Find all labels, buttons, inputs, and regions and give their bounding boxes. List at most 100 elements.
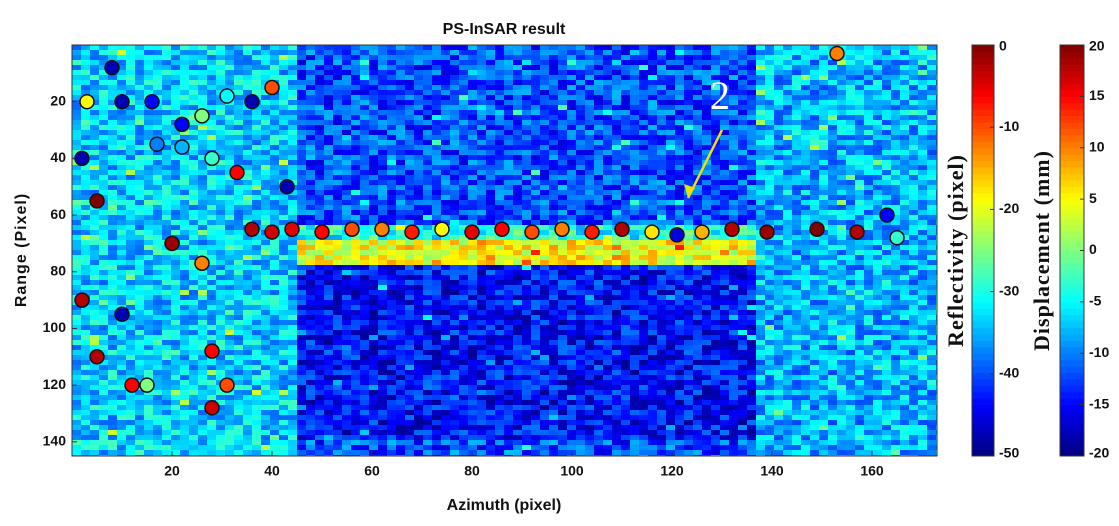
- background-cell: [108, 235, 118, 241]
- background-cell: [315, 75, 325, 81]
- background-cell: [702, 195, 712, 201]
- background-cell: [540, 240, 550, 246]
- background-cell: [405, 85, 415, 91]
- background-cell: [909, 115, 919, 121]
- background-cell: [828, 130, 838, 136]
- background-cell: [486, 285, 496, 291]
- background-cell: [756, 45, 766, 51]
- background-cell: [279, 240, 289, 246]
- background-cell: [675, 115, 685, 121]
- background-cell: [666, 95, 676, 101]
- background-cell: [738, 295, 748, 301]
- background-cell: [576, 150, 586, 156]
- background-cell: [495, 160, 505, 166]
- background-cell: [675, 120, 685, 126]
- background-cell: [594, 65, 604, 71]
- background-cell: [297, 115, 307, 121]
- background-cell: [135, 50, 145, 56]
- background-cell: [396, 90, 406, 96]
- background-cell: [846, 90, 856, 96]
- background-cell: [360, 190, 370, 196]
- background-cell: [180, 280, 190, 286]
- background-cell: [594, 140, 604, 146]
- background-cell: [819, 45, 829, 51]
- background-cell: [549, 250, 559, 256]
- background-cell: [441, 165, 451, 171]
- background-cell: [855, 125, 865, 131]
- background-cell: [540, 195, 550, 201]
- background-cell: [252, 110, 262, 116]
- background-cell: [387, 75, 397, 81]
- background-cell: [315, 155, 325, 161]
- background-cell: [234, 215, 244, 221]
- background-cell: [432, 250, 442, 256]
- background-cell: [477, 80, 487, 86]
- background-cell: [576, 250, 586, 256]
- background-cell: [81, 240, 91, 246]
- background-cell: [747, 45, 757, 51]
- background-cell: [819, 195, 829, 201]
- background-cell: [594, 270, 604, 276]
- background-cell: [315, 125, 325, 131]
- background-cell: [207, 270, 217, 276]
- background-cell: [351, 55, 361, 61]
- background-cell: [846, 180, 856, 186]
- background-cell: [342, 135, 352, 141]
- background-cell: [108, 265, 118, 271]
- background-cell: [549, 215, 559, 221]
- background-cell: [126, 135, 136, 141]
- background-cell: [846, 100, 856, 106]
- background-cell: [468, 245, 478, 251]
- background-cell: [774, 85, 784, 91]
- background-cell: [306, 220, 316, 226]
- background-cell: [810, 70, 820, 76]
- background-cell: [243, 200, 253, 206]
- background-cell: [675, 105, 685, 111]
- background-cell: [828, 200, 838, 206]
- background-cell: [351, 240, 361, 246]
- background-cell: [450, 205, 460, 211]
- background-cell: [81, 180, 91, 186]
- background-cell: [405, 100, 415, 106]
- background-cell: [297, 200, 307, 206]
- background-cell: [693, 250, 703, 256]
- background-cell: [855, 85, 865, 91]
- background-cell: [432, 190, 442, 196]
- background-cell: [657, 185, 667, 191]
- background-cell: [171, 275, 181, 281]
- background-cell: [702, 245, 712, 251]
- background-cell: [495, 280, 505, 286]
- background-cell: [864, 265, 874, 271]
- background-cell: [279, 145, 289, 151]
- background-cell: [837, 250, 847, 256]
- background-cell: [630, 120, 640, 126]
- background-cell: [774, 230, 784, 236]
- background-cell: [396, 135, 406, 141]
- background-cell: [297, 180, 307, 186]
- background-cell: [504, 180, 514, 186]
- background-cell: [360, 195, 370, 201]
- background-cell: [468, 160, 478, 166]
- background-cell: [171, 90, 181, 96]
- background-cell: [909, 285, 919, 291]
- background-cell: [369, 190, 379, 196]
- background-cell: [324, 250, 334, 256]
- background-cell: [414, 85, 424, 91]
- background-cell: [108, 120, 118, 126]
- background-cell: [522, 300, 532, 306]
- background-cell: [396, 115, 406, 121]
- background-cell: [801, 205, 811, 211]
- background-cell: [657, 205, 667, 211]
- background-cell: [684, 235, 694, 241]
- background-cell: [522, 175, 532, 181]
- background-cell: [396, 225, 406, 231]
- background-cell: [81, 115, 91, 121]
- background-cell: [342, 160, 352, 166]
- background-cell: [315, 160, 325, 166]
- background-cell: [864, 130, 874, 136]
- background-cell: [738, 95, 748, 101]
- background-cell: [531, 240, 541, 246]
- background-cell: [765, 80, 775, 86]
- background-cell: [396, 145, 406, 151]
- background-cell: [684, 275, 694, 281]
